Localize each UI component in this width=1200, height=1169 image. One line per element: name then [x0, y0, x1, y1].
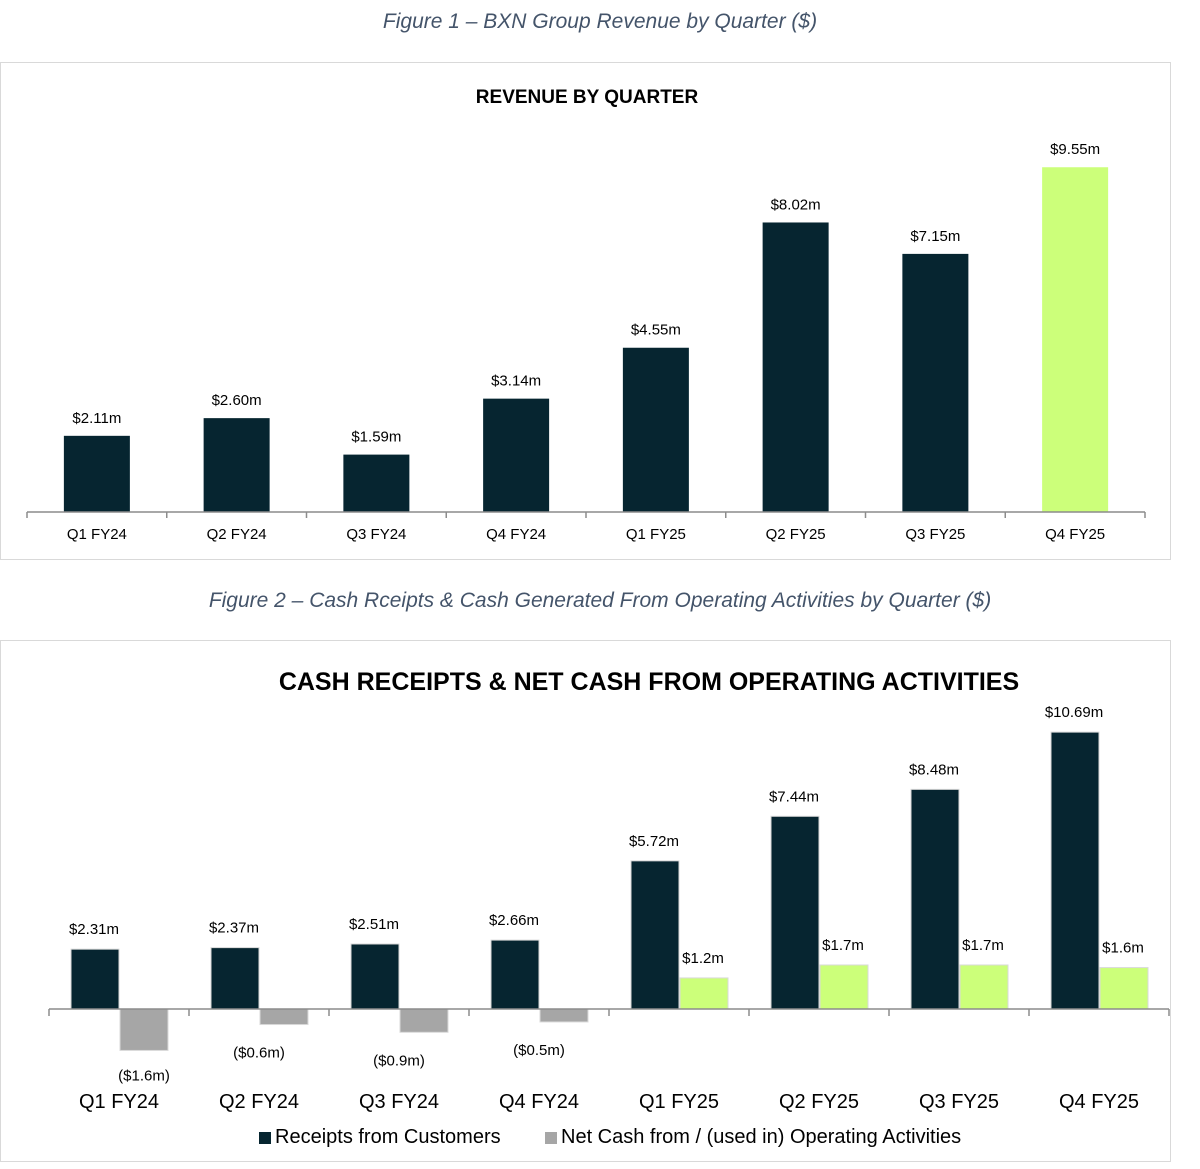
x-tick-label: Q4 FY24 — [486, 526, 546, 543]
x-tick-label: Q1 FY25 — [639, 1091, 719, 1113]
x-tick-label: Q2 FY24 — [219, 1091, 299, 1113]
revenue-data-label: $2.11m — [72, 410, 121, 427]
net-cash-bar — [1099, 967, 1149, 1010]
x-tick-label: Q3 FY24 — [359, 1091, 439, 1113]
receipts-bar — [770, 815, 820, 1010]
x-tick-label: Q2 FY25 — [766, 526, 826, 543]
x-tick-label: Q3 FY25 — [919, 1091, 999, 1113]
net-cash-bar — [259, 1008, 309, 1026]
receipts-bar — [70, 948, 120, 1010]
receipts-data-label: $2.51m — [349, 916, 399, 933]
net-cash-bar — [819, 964, 869, 1010]
x-tick-label: Q2 FY24 — [207, 526, 267, 543]
x-tick-label: Q4 FY25 — [1045, 526, 1105, 543]
net-cash-data-label: $1.7m — [962, 937, 1004, 954]
chart-title: REVENUE BY QUARTER — [476, 87, 699, 108]
revenue-data-label: $2.60m — [212, 392, 262, 409]
x-tick-label: Q1 FY24 — [79, 1091, 159, 1113]
net-cash-data-label: ($0.6m) — [233, 1045, 285, 1062]
x-tick-label: Q1 FY25 — [626, 526, 686, 543]
legend-label-receipts: Receipts from Customers — [275, 1126, 501, 1148]
net-cash-data-label: ($0.5m) — [513, 1042, 565, 1059]
x-tick-label: Q3 FY24 — [346, 526, 406, 543]
figure-1-caption: Figure 1 – BXN Group Revenue by Quarter … — [382, 10, 818, 33]
net-cash-bar — [679, 977, 729, 1010]
revenue-data-label: $9.55m — [1050, 141, 1100, 158]
net-cash-data-label: $1.6m — [1102, 940, 1144, 957]
revenue-bar — [622, 347, 689, 512]
revenue-bar — [1042, 167, 1109, 512]
revenue-bar — [483, 398, 550, 512]
cash-chart: CASH RECEIPTS & NET CASH FROM OPERATING … — [48, 668, 1170, 1148]
x-tick-label: Q4 FY25 — [1059, 1091, 1139, 1113]
net-cash-bar — [959, 964, 1009, 1010]
revenue-bar — [902, 253, 969, 512]
receipts-bar — [210, 947, 260, 1010]
revenue-chart: REVENUE BY QUARTER $2.11m Q1 FY24 $2.60m Q2 … — [26, 87, 1146, 543]
revenue-data-label: $8.02m — [771, 196, 821, 213]
receipts-data-label: $5.72m — [629, 833, 679, 850]
net-cash-data-label: ($1.6m) — [118, 1067, 170, 1084]
legend-swatch-receipts — [259, 1132, 271, 1144]
legend-swatch-net-cash — [545, 1132, 557, 1144]
receipts-data-label: $2.66m — [489, 912, 539, 929]
revenue-bar — [203, 418, 270, 512]
receipts-data-label: $10.69m — [1045, 704, 1103, 721]
receipts-bar — [490, 939, 540, 1010]
x-tick-label: Q2 FY25 — [779, 1091, 859, 1113]
revenue-data-label: $3.14m — [491, 373, 541, 390]
net-cash-bar — [539, 1008, 589, 1023]
net-cash-data-label: ($0.9m) — [373, 1052, 425, 1069]
revenue-bar — [343, 454, 410, 512]
net-cash-bar — [399, 1008, 449, 1033]
receipts-bar — [910, 788, 960, 1010]
receipts-data-label: $8.48m — [909, 761, 959, 778]
receipts-bar — [350, 943, 400, 1010]
figure-2-caption: Figure 2 – Cash Rceipts & Cash Generated… — [208, 589, 992, 612]
x-tick-label: Q4 FY24 — [499, 1091, 579, 1113]
revenue-data-label: $4.55m — [631, 322, 681, 339]
receipts-data-label: $2.31m — [69, 921, 119, 938]
revenue-chart-panel: REVENUE BY QUARTER $2.11m Q1 FY24 $2.60m Q2 … — [0, 62, 1171, 560]
legend-label-net-cash: Net Cash from / (used in) Operating Acti… — [561, 1126, 961, 1148]
revenue-bar — [762, 222, 829, 512]
chart-title: CASH RECEIPTS & NET CASH FROM OPERATING … — [279, 668, 1019, 696]
cash-chart-panel: CASH RECEIPTS & NET CASH FROM OPERATING … — [0, 640, 1171, 1162]
x-tick-label: Q3 FY25 — [905, 526, 965, 543]
revenue-data-label: $1.59m — [351, 429, 401, 446]
net-cash-bar — [119, 1008, 169, 1051]
revenue-bar — [63, 435, 130, 512]
revenue-data-label: $7.15m — [910, 228, 960, 245]
receipts-bar — [1050, 731, 1100, 1010]
receipts-bar — [630, 860, 680, 1010]
net-cash-data-label: $1.2m — [682, 950, 724, 967]
receipts-data-label: $2.37m — [209, 920, 259, 937]
x-tick-label: Q1 FY24 — [67, 526, 127, 543]
net-cash-data-label: $1.7m — [822, 937, 864, 954]
receipts-data-label: $7.44m — [769, 788, 819, 805]
